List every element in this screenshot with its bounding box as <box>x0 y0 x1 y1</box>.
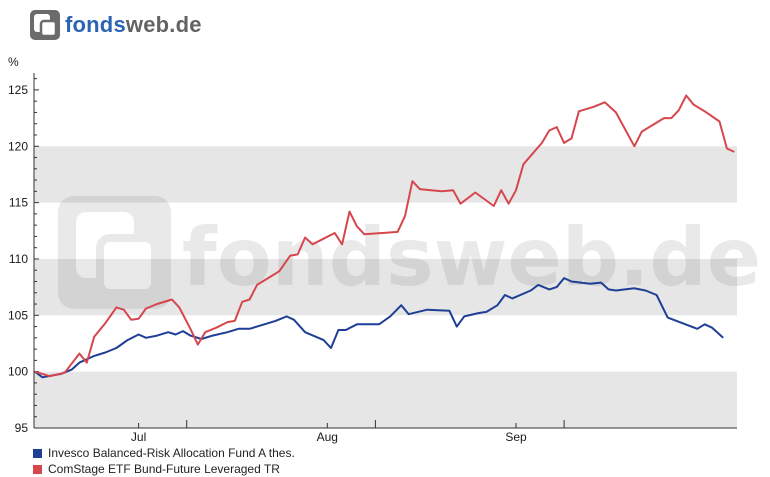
grid-band-0 <box>34 371 737 428</box>
series-line-invesco <box>34 277 724 379</box>
fondsweb-logo-text: fondsweb.de <box>65 12 202 38</box>
legend-item-comstage: ComStage ETF Bund-Future Leveraged TR <box>33 462 280 476</box>
y-tick-label-105: 105 <box>8 308 28 322</box>
watermark-text: fondsweb.de <box>182 211 761 304</box>
axes: 95 100 105 110 115 120 125 Jul Aug Sep <box>8 73 737 444</box>
logo-text-fonds: fonds <box>65 12 126 37</box>
watermark: fondsweb.de <box>58 196 761 309</box>
grid-bands <box>34 146 737 428</box>
logo-text-webde: web.de <box>125 12 202 37</box>
legend-swatch-comstage <box>33 464 42 474</box>
y-tick-label-125: 125 <box>8 83 28 97</box>
legend-label-comstage: ComStage ETF Bund-Future Leveraged TR <box>48 462 280 476</box>
y-axis-unit: % <box>8 55 19 69</box>
y-tick-label-100: 100 <box>8 365 28 379</box>
x-tick-label-sep: Sep <box>505 430 527 444</box>
y-tick-label-95: 95 <box>15 421 29 435</box>
fondsweb-logo-icon <box>30 10 60 40</box>
watermark-icon <box>58 196 171 309</box>
x-tick-label-jul: Jul <box>131 430 146 444</box>
series-lines <box>34 94 735 379</box>
legend-label-invesco: Invesco Balanced-Risk Allocation Fund A … <box>48 446 295 460</box>
grid-band-2 <box>34 146 737 203</box>
y-tick-label-120: 120 <box>8 139 28 153</box>
series-line-comstage <box>34 94 735 378</box>
fondsweb-logo[interactable]: fondsweb.de <box>30 8 202 42</box>
y-tick-label-115: 115 <box>9 196 28 210</box>
legend-item-invesco: Invesco Balanced-Risk Allocation Fund A … <box>33 446 295 460</box>
y-tick-label-110: 110 <box>9 252 28 266</box>
legend-swatch-invesco <box>33 448 42 458</box>
x-tick-label-aug: Aug <box>317 430 338 444</box>
